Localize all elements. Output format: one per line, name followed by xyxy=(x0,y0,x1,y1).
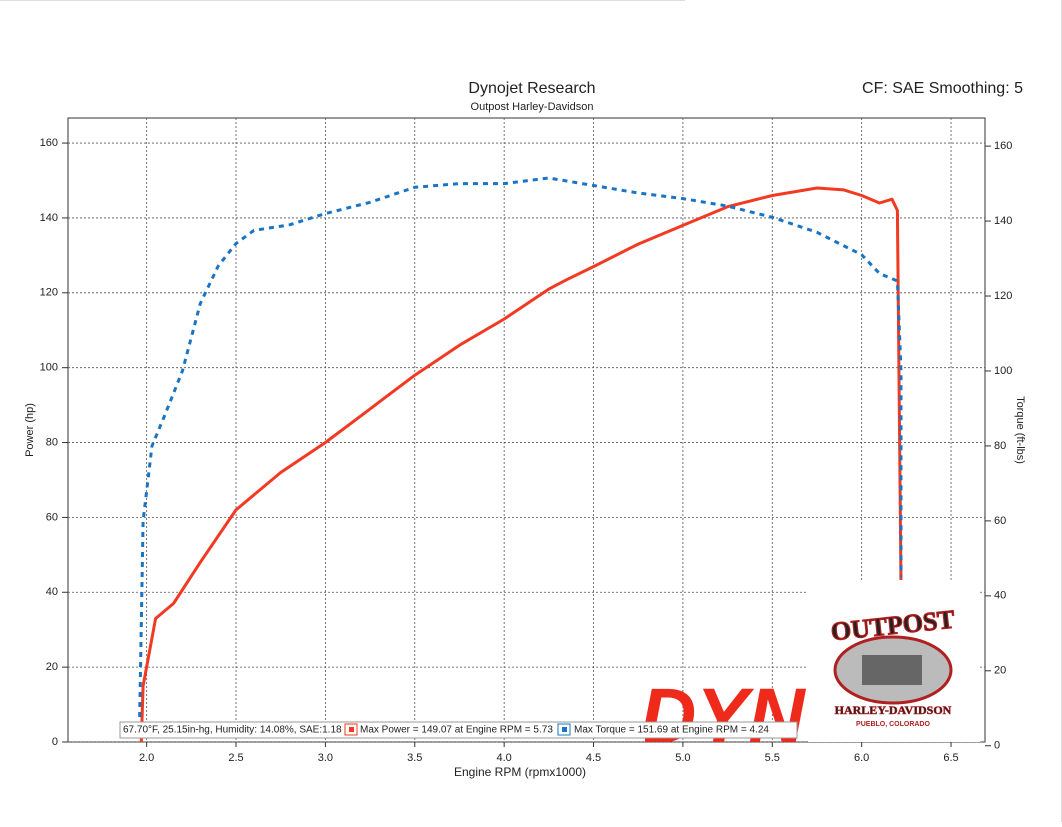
y-tick-label: 60 xyxy=(46,511,58,523)
y-tick-label: 160 xyxy=(40,137,58,149)
legend-box xyxy=(119,721,798,739)
y-tick-label: 100 xyxy=(40,362,58,374)
x-tick-label: 4.5 xyxy=(586,752,601,764)
series-line xyxy=(138,176,903,728)
x-axis-label: Engine RPM (rpmx1000) xyxy=(454,765,586,779)
y-axis-label: Power (hp) xyxy=(24,403,36,457)
x-tick-label: 5.5 xyxy=(765,752,780,764)
y2-tick-label: 0 xyxy=(994,740,1000,752)
y2-axis-label: Torque (ft-lbs) xyxy=(1014,396,1026,464)
y-tick-label: 80 xyxy=(46,436,58,448)
logo-brand: HARLEY-DAVIDSON xyxy=(835,703,952,717)
legend-swatch-fill xyxy=(349,727,354,732)
y-tick-label: 20 xyxy=(46,661,58,673)
y2-tick-label: 40 xyxy=(994,590,1006,602)
x-tick-label: 2.0 xyxy=(139,752,154,764)
y2-tick-label: 120 xyxy=(994,290,1012,302)
series-line xyxy=(139,186,903,743)
y2-tick-label: 20 xyxy=(994,665,1006,677)
x-tick-label: 6.0 xyxy=(854,752,869,764)
settings-label: CF: SAE Smoothing: 5 xyxy=(862,80,1023,97)
y-tick-label: 140 xyxy=(40,212,58,224)
logo-building xyxy=(862,655,922,685)
chart-subtitle: Outpost Harley-Davidson xyxy=(471,101,594,113)
x-tick-label: 4.0 xyxy=(497,752,512,764)
y-tick-label: 0 xyxy=(52,736,58,748)
chart-title: Dynojet Research xyxy=(468,80,595,97)
y2-tick-label: 60 xyxy=(994,515,1006,527)
lines xyxy=(138,176,903,743)
x-tick-label: 3.0 xyxy=(318,752,333,764)
y2-tick-label: 140 xyxy=(994,215,1012,227)
grid: 2.0 2.5 3.0 3.5 4.0 4.5 5.0 5.5 6.0 6.5 0 20 40 60 80 1… xyxy=(40,118,1012,764)
conditions-text: 67.70°F, 25.15in-hg, Humidity: 14.08%, S… xyxy=(123,725,342,736)
y-tick-label: 120 xyxy=(40,287,58,299)
logo: OUTPOST HARLEY-DAVIDSON PUEBLO, COLORADO xyxy=(808,580,980,742)
x-tick-label: 5.0 xyxy=(675,752,690,764)
legend: 67.70°F, 25.15in-hg, Humidity: 14.08%, S… xyxy=(119,721,798,739)
x-tick-label: 3.5 xyxy=(407,752,422,764)
y2-tick-label: 160 xyxy=(994,140,1012,152)
x-tick-label: 6.5 xyxy=(943,752,958,764)
x-tick-label: 2.5 xyxy=(228,752,243,764)
y-tick-label: 40 xyxy=(46,586,58,598)
y2-tick-label: 80 xyxy=(994,440,1006,452)
legend-label: Max Torque = 151.69 at Engine RPM = 4.24 xyxy=(574,725,769,736)
y2-tick-label: 100 xyxy=(994,365,1012,377)
legend-swatch-fill xyxy=(562,727,567,732)
logo-location: PUEBLO, COLORADO xyxy=(856,721,930,728)
legend-label: Max Power = 149.07 at Engine RPM = 5.73 xyxy=(360,725,553,736)
